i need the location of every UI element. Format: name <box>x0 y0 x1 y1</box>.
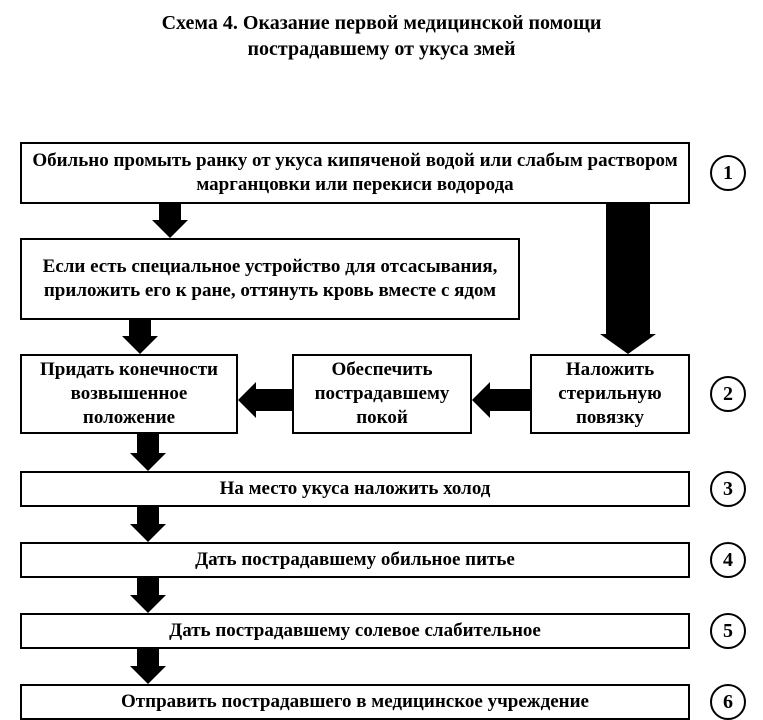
box-step2b-text: Обеспечить пострадав­шему покой <box>300 358 464 429</box>
arrow-left-icon <box>472 380 530 420</box>
circle-3-label: 3 <box>723 478 733 501</box>
box-step3: На место укуса наложить холод <box>20 471 690 507</box>
box-step1: Обильно промыть ранку от укуса кипяченой… <box>20 142 690 204</box>
box-step1-text: Обильно промыть ранку от укуса кипяченой… <box>28 149 682 197</box>
box-step1b-text: Если есть специальное устройство для отс… <box>28 255 512 303</box>
box-step4: Дать пострадавшему обильное питье <box>20 542 690 578</box>
circle-2: 2 <box>710 376 746 412</box>
circle-5: 5 <box>710 613 746 649</box>
arrow-down-icon <box>150 204 190 238</box>
diagram-title: Схема 4. Оказание первой медицинской пом… <box>0 0 763 70</box>
circle-6: 6 <box>710 684 746 720</box>
arrow-down-icon <box>128 649 168 684</box>
circle-4: 4 <box>710 542 746 578</box>
circle-6-label: 6 <box>723 691 733 714</box>
arrow-down-icon <box>128 507 168 542</box>
arrow-down-icon <box>128 578 168 613</box>
arrow-down-icon <box>120 320 160 354</box>
circle-3: 3 <box>710 471 746 507</box>
circle-5-label: 5 <box>723 620 733 643</box>
box-step2a-text: Наложить стерильную повязку <box>538 358 682 429</box>
box-step2b: Обеспечить пострадав­шему покой <box>292 354 472 434</box>
arrow-down-big-icon <box>600 204 656 354</box>
box-step2c: Придать конечнос­ти возвышенное положени… <box>20 354 238 434</box>
circle-1-label: 1 <box>723 162 733 185</box>
box-step6: Отправить пострадавшего в медицинское уч… <box>20 684 690 720</box>
circle-4-label: 4 <box>723 549 733 572</box>
box-step2a: Наложить стерильную повязку <box>530 354 690 434</box>
title-line-2: пострадавшему от укуса змей <box>248 38 516 60</box>
arrow-left-icon <box>238 380 292 420</box>
box-step5-text: Дать пострадавшему солевое слабительное <box>169 619 541 643</box>
arrow-down-icon <box>128 434 168 471</box>
box-step4-text: Дать пострадавшему обильное питье <box>195 548 515 572</box>
title-line-1: Схема 4. Оказание первой медицинской пом… <box>162 12 602 34</box>
box-step6-text: Отправить пострадавшего в медицинское уч… <box>121 690 589 714</box>
box-step3-text: На место укуса наложить холод <box>220 477 491 501</box>
box-step1b: Если есть специальное устройство для отс… <box>20 238 520 320</box>
circle-2-label: 2 <box>723 383 733 406</box>
box-step2c-text: Придать конечнос­ти возвышенное положени… <box>28 358 230 429</box>
box-step5: Дать пострадавшему солевое слабительное <box>20 613 690 649</box>
circle-1: 1 <box>710 155 746 191</box>
